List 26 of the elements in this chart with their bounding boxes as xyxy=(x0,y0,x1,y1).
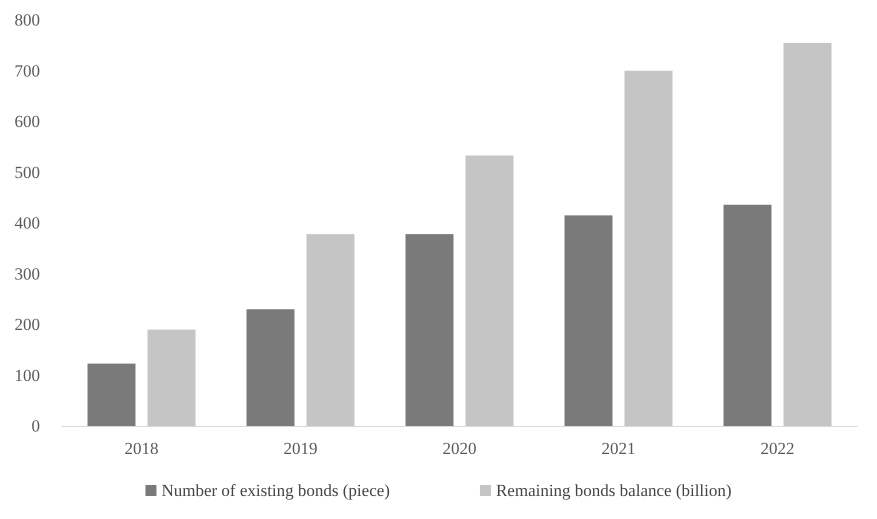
legend-label: Number of existing bonds (piece) xyxy=(161,481,390,500)
bar xyxy=(466,156,514,426)
y-tick-label: 0 xyxy=(32,416,40,436)
x-tick-label: 2020 xyxy=(442,439,476,458)
y-tick-label: 800 xyxy=(14,10,40,30)
bar xyxy=(246,309,294,426)
legend-label: Remaining bonds balance (billion) xyxy=(496,481,732,500)
bar xyxy=(88,364,136,426)
y-tick-label: 400 xyxy=(14,214,40,232)
y-tick-label: 600 xyxy=(14,112,40,131)
x-tick-label: 2021 xyxy=(602,439,636,458)
bar xyxy=(406,234,454,426)
bar xyxy=(784,42,832,426)
bar xyxy=(148,330,196,426)
bar xyxy=(564,215,612,426)
y-tick-label: 200 xyxy=(14,315,40,334)
y-tick-label: 700 xyxy=(14,61,40,80)
bar xyxy=(724,204,772,426)
y-tick-label: 500 xyxy=(14,162,40,182)
x-tick-label: 2022 xyxy=(760,439,794,458)
x-tick-label: 2018 xyxy=(124,439,158,458)
bar xyxy=(306,234,354,426)
bar xyxy=(624,70,672,426)
y-tick-label: 100 xyxy=(14,366,40,385)
x-tick-label: 2019 xyxy=(284,439,318,458)
y-tick-label: 300 xyxy=(14,264,40,284)
